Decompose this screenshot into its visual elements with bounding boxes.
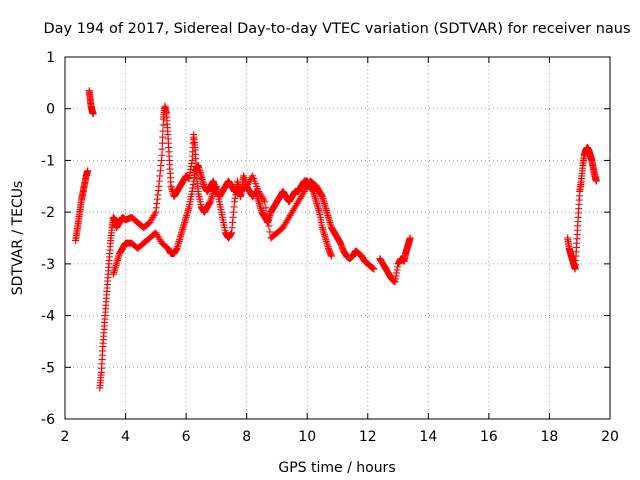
x-tick-label: 18 xyxy=(541,429,559,445)
data-point xyxy=(266,228,274,236)
data-point xyxy=(327,252,335,260)
x-tick-label: 20 xyxy=(601,429,619,445)
data-point xyxy=(265,222,273,230)
y-tick-label: -2 xyxy=(41,205,55,221)
ticks-layer xyxy=(64,56,611,420)
series-seg-a xyxy=(72,167,92,245)
data-point xyxy=(261,198,269,206)
tick-labels-layer: 2 4 6 8 10 12 14 16 18 20 -6 -5 -4 -3 -2 -1 0 1 xyxy=(41,50,619,445)
data-point xyxy=(158,145,166,153)
x-tick-label: 12 xyxy=(359,429,377,445)
data-point xyxy=(158,151,166,159)
data-point xyxy=(159,133,167,141)
data-point xyxy=(159,121,167,129)
series-seg-d xyxy=(109,162,378,278)
series-seg-e xyxy=(376,234,414,286)
y-tick-label: -6 xyxy=(41,412,55,428)
data-points-layer xyxy=(72,87,600,392)
y-axis-label: SDTVAR / TECUs xyxy=(10,181,26,296)
y-tick-label: -5 xyxy=(41,360,55,376)
y-tick-label: -4 xyxy=(41,309,55,325)
data-point xyxy=(151,210,159,218)
x-tick-label: 6 xyxy=(182,429,191,445)
grid-layer xyxy=(65,57,610,419)
data-point xyxy=(89,110,97,118)
series-seg-b xyxy=(85,87,97,118)
x-tick-label: 14 xyxy=(419,429,437,445)
data-point xyxy=(262,204,270,212)
x-tick-label: 2 xyxy=(61,429,70,445)
x-tick-label: 4 xyxy=(121,429,130,445)
data-point xyxy=(264,216,272,224)
y-tick-label: -3 xyxy=(41,257,55,273)
y-tick-label: -1 xyxy=(41,153,55,169)
plot-frame xyxy=(64,56,611,420)
data-point xyxy=(158,139,166,147)
data-point xyxy=(84,167,92,175)
x-tick-label: 10 xyxy=(298,429,316,445)
data-point xyxy=(260,196,268,204)
x-tick-label: 16 xyxy=(480,429,498,445)
x-axis-label: GPS time / hours xyxy=(278,460,395,476)
data-point xyxy=(406,234,414,242)
data-point xyxy=(592,177,600,185)
y-tick-label: 1 xyxy=(46,50,55,66)
series-seg-f xyxy=(564,144,600,273)
x-tick-label: 8 xyxy=(242,429,251,445)
data-point xyxy=(263,210,271,218)
data-point xyxy=(370,265,378,273)
y-tick-label: 0 xyxy=(46,102,55,118)
chart-title: Day 194 of 2017, Sidereal Day-to-day VTE… xyxy=(43,21,630,37)
